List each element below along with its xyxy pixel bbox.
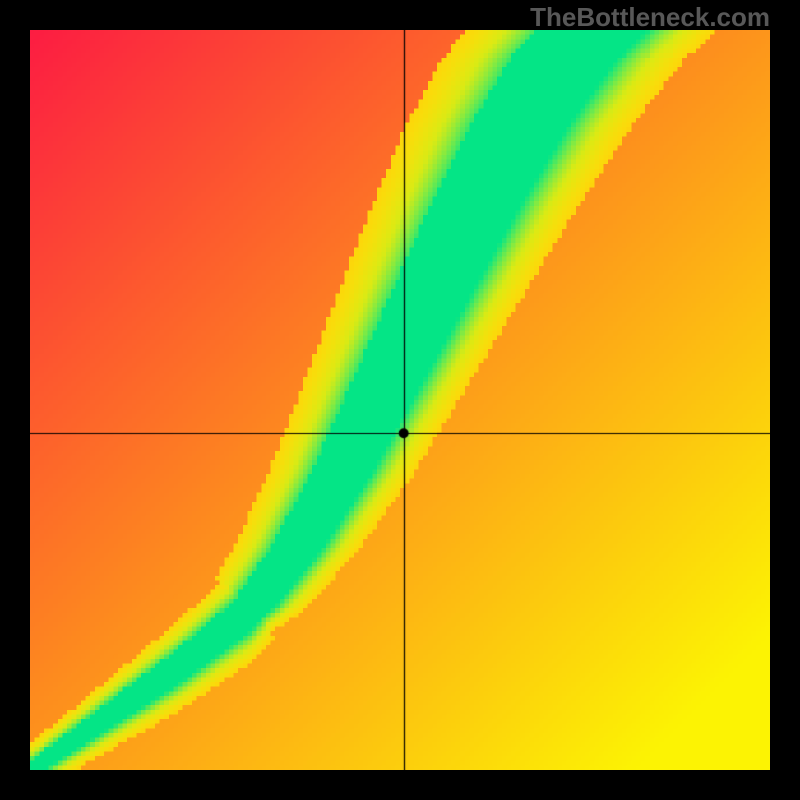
chart-container: TheBottleneck.com: [0, 0, 800, 800]
crosshair-overlay: [30, 30, 770, 770]
watermark-text: TheBottleneck.com: [530, 2, 770, 33]
